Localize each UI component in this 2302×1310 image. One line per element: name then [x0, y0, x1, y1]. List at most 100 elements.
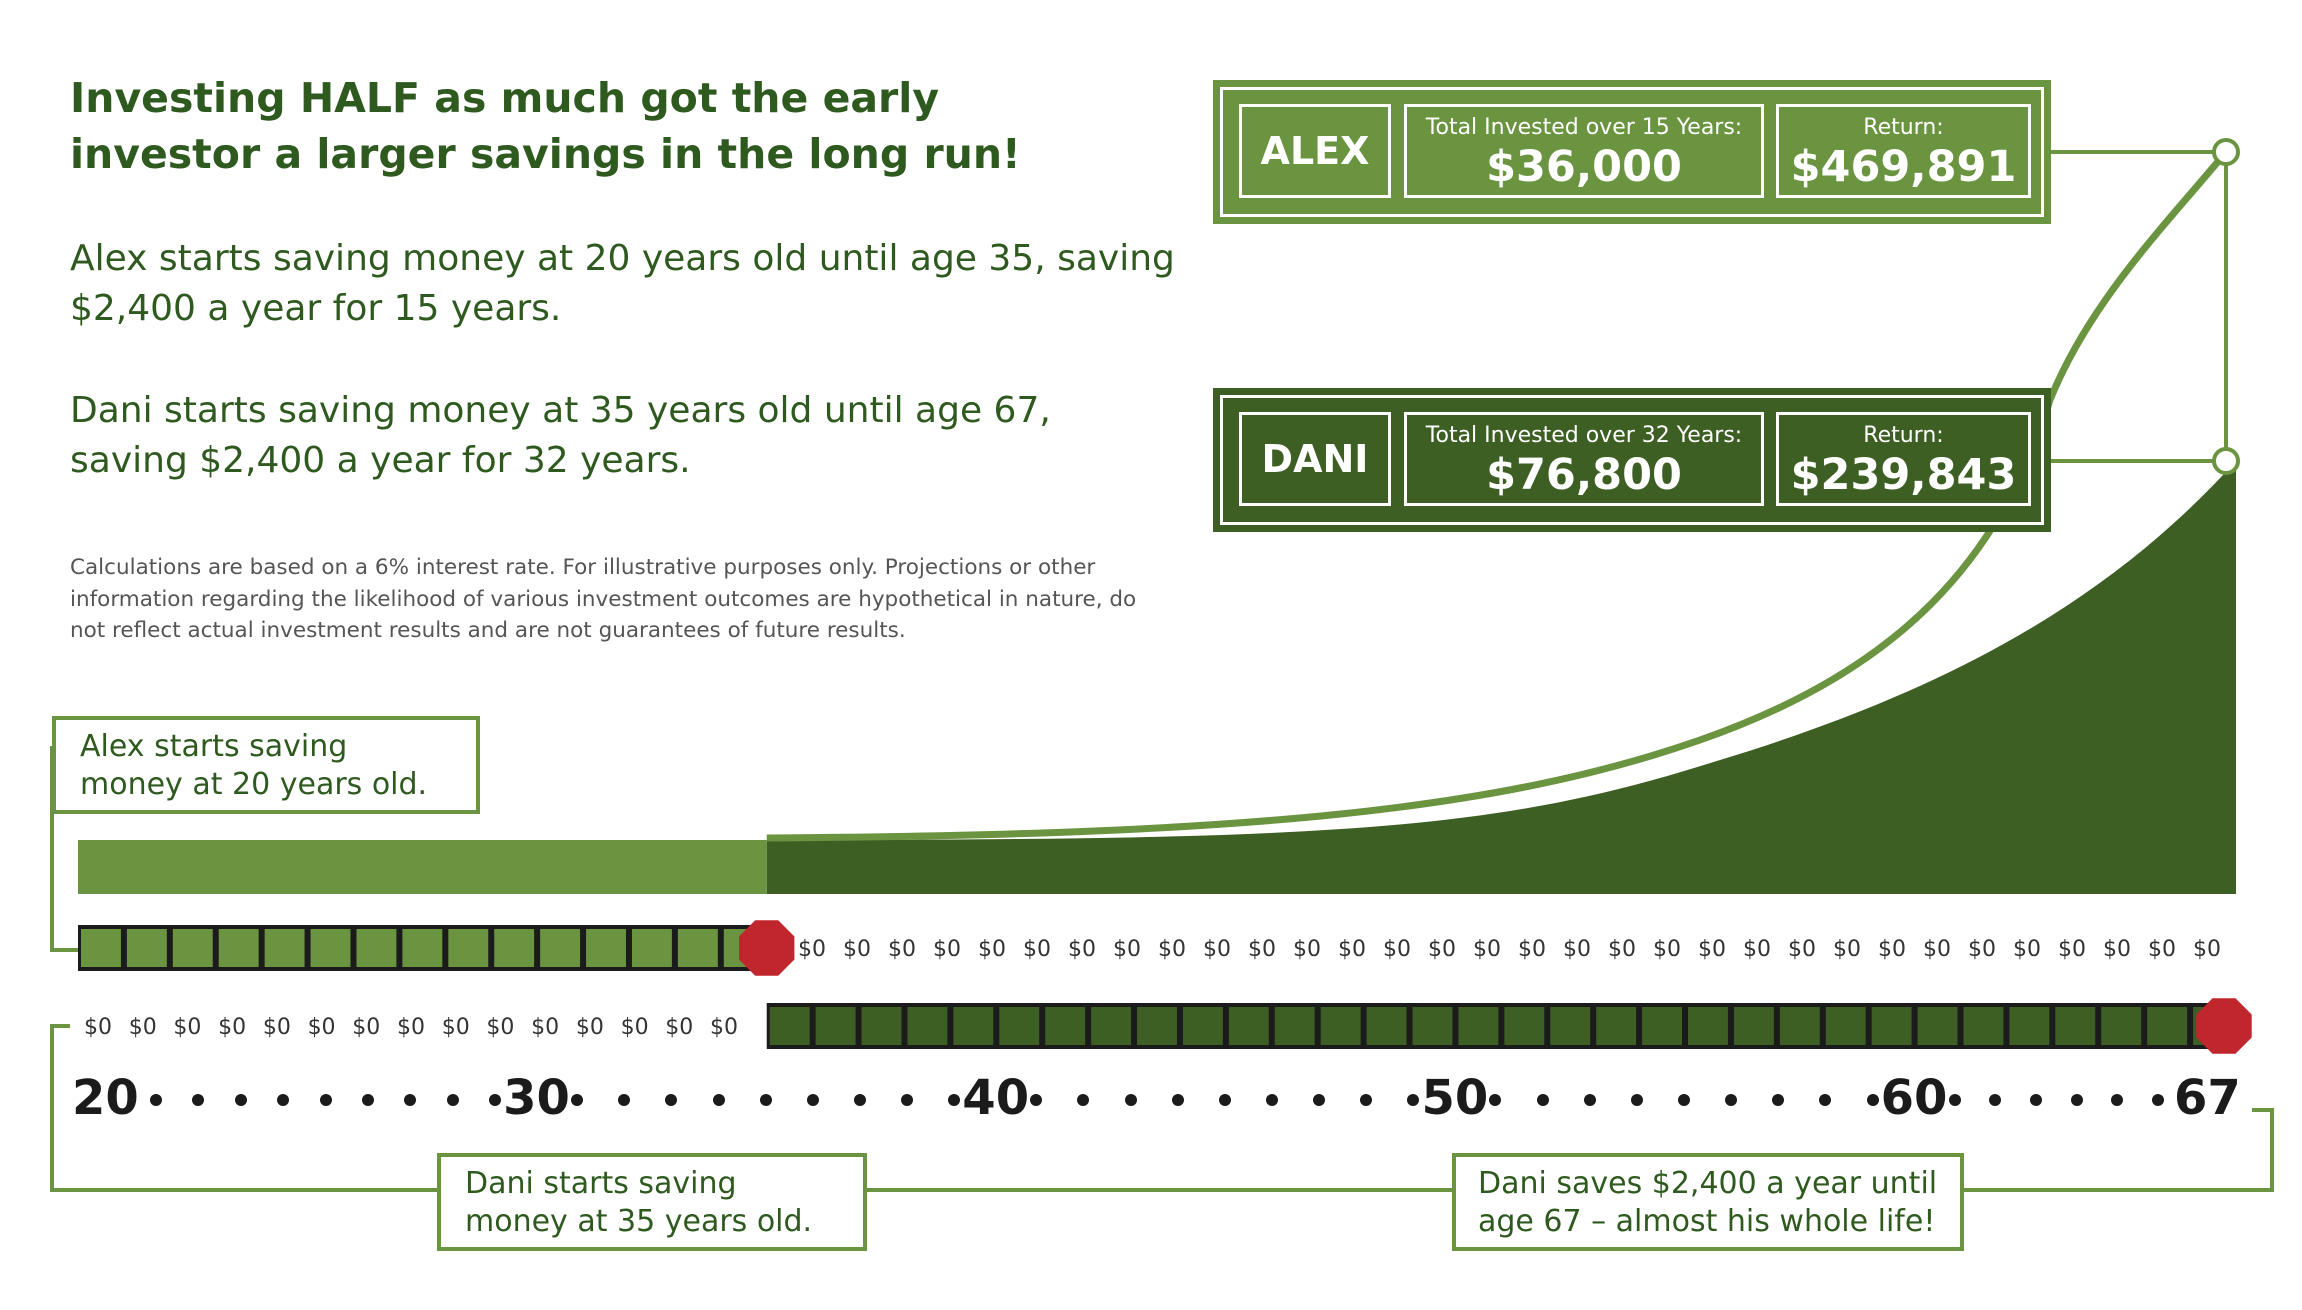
- dani-year-block: [1733, 1007, 1774, 1045]
- age-tick-dot: [1948, 1094, 1961, 1106]
- dani-year-block: [1504, 1007, 1545, 1045]
- alex-year-block: [172, 929, 213, 967]
- alex-zero-label: $0: [798, 937, 826, 962]
- age-tick-dot: [1725, 1094, 1738, 1106]
- age-tick-dot: [150, 1094, 162, 1106]
- dani-year-block: [1550, 1007, 1591, 1045]
- alex-zero-label: $0: [1743, 937, 1771, 962]
- alex-invested-box: Total Invested over 15 Years: $36,000: [1404, 104, 1764, 198]
- age-tick-dot: [446, 1094, 459, 1106]
- dani-card: DANI Total Invested over 32 Years: $76,8…: [1213, 388, 2051, 532]
- alex-year-block: [81, 929, 121, 967]
- age-tick-dot: [1218, 1094, 1231, 1106]
- age-tick-dot: [192, 1094, 205, 1106]
- dani-invested-label: Total Invested over 32 Years:: [1425, 423, 1743, 448]
- alex-year-block: [310, 929, 351, 967]
- dani-year-block: [1274, 1007, 1315, 1045]
- alex-year-block: [586, 929, 626, 967]
- dani-year-block: [1412, 1007, 1453, 1045]
- dani-year-block: [2009, 1007, 2050, 1045]
- alex-zero-label: $0: [1473, 937, 1501, 962]
- alex-zero-label: $0: [843, 937, 871, 962]
- alex-zero-label: $0: [1428, 937, 1456, 962]
- dani-year-block: [907, 1007, 948, 1045]
- alex-zero-label: $0: [1383, 937, 1411, 962]
- alex-zero-label: $0: [2193, 937, 2221, 962]
- alex-year-block: [631, 929, 672, 967]
- alex-year-block: [540, 929, 581, 967]
- age-label-30: 30: [503, 1070, 570, 1126]
- dani-return-box: Return: $239,843: [1776, 412, 2031, 506]
- age-tick-dot: [2070, 1094, 2083, 1106]
- dani-year-block: [1137, 1007, 1177, 1045]
- dani-zero-label: $0: [84, 1015, 112, 1040]
- dani-year-block: [999, 1007, 1040, 1045]
- alex-invested-label: Total Invested over 15 Years:: [1425, 115, 1743, 140]
- age-tick-dot: [712, 1094, 725, 1106]
- age-tick-dot: [1171, 1094, 1184, 1106]
- age-tick-dot: [854, 1094, 866, 1106]
- dani-year-block: [769, 1007, 810, 1045]
- dani-zero-label: $0: [352, 1015, 381, 1040]
- dani-zero-label: $0: [486, 1015, 515, 1040]
- disclaimer: Calculations are based on a 6% interest …: [70, 555, 1137, 643]
- dani-zero-label: $0: [218, 1015, 247, 1040]
- dani-zero-label: $0: [307, 1015, 336, 1040]
- alex-zero-label: $0: [1878, 937, 1906, 962]
- alex-year-block: [448, 929, 489, 967]
- dani-year-block: [1688, 1007, 1728, 1045]
- alex-zero-label: $0: [1203, 937, 1231, 962]
- alex-year-block: [677, 929, 718, 967]
- age-label-67: 67: [2174, 1070, 2241, 1126]
- age-tick-dot: [571, 1094, 584, 1106]
- dani-return-value: $239,843: [1790, 450, 2017, 500]
- alex-start-callout: Alex starts saving money at 20 years old…: [52, 716, 480, 814]
- alex-zero-label: $0: [2103, 937, 2131, 962]
- age-tick-dot: [1772, 1094, 1785, 1106]
- alex-zero-label: $0: [1293, 937, 1321, 962]
- alex-zero-label: $0: [1563, 937, 1591, 962]
- age-tick-dot: [1030, 1094, 1043, 1106]
- dani-zero-label: $0: [665, 1015, 694, 1040]
- age-tick-dot: [1583, 1094, 1596, 1106]
- alex-zero-label: $0: [978, 937, 1006, 962]
- dani-year-block: [1091, 1007, 1132, 1045]
- alex-zero-label: $0: [1068, 937, 1096, 962]
- alex-zero-label: $0: [888, 937, 916, 962]
- age-tick-dot: [1360, 1094, 1373, 1106]
- dani-zero-label: $0: [710, 1015, 738, 1040]
- alex-zero-label: $0: [2013, 937, 2041, 962]
- alex-zero-label: $0: [1023, 937, 1051, 962]
- dani-stop-marker: [2196, 998, 2252, 1054]
- age-tick-dot: [1266, 1094, 1279, 1106]
- alex-year-block: [402, 929, 443, 967]
- age-tick-dot: [1313, 1094, 1326, 1106]
- age-tick-dot: [1678, 1094, 1691, 1106]
- alex-name: ALEX: [1239, 104, 1391, 198]
- alex-zero-label: $0: [1518, 937, 1546, 962]
- dani-start-callout: Dani starts saving money at 35 years old…: [437, 1153, 867, 1251]
- age-label-40: 40: [962, 1070, 1030, 1126]
- dani-zero-label: $0: [173, 1015, 202, 1040]
- age-tick-dot: [404, 1094, 417, 1106]
- dani-invested-box: Total Invested over 32 Years: $76,800: [1404, 412, 1764, 506]
- dani-invested-value: $76,800: [1486, 450, 1682, 500]
- dani-year-block: [1963, 1007, 2004, 1045]
- alex-description: Alex starts saving money at 20 years old…: [70, 238, 1175, 329]
- age-tick-dot: [319, 1094, 332, 1106]
- age-tick-dot: [1630, 1094, 1643, 1106]
- age-tick-dot: [2111, 1094, 2124, 1106]
- age-tick-dot: [665, 1094, 678, 1106]
- alex-year-block: [356, 929, 397, 967]
- dani-year-block: [2101, 1007, 2142, 1045]
- alex-year-block: [126, 929, 167, 967]
- dani-year-block: [1917, 1007, 1958, 1045]
- dani-end-callout: Dani saves $2,400 a year until age 67 – …: [1452, 1153, 1964, 1251]
- alex-contribution-blocks: [78, 925, 767, 971]
- alex-year-block: [264, 929, 305, 967]
- alex-zero-label: $0: [1248, 937, 1276, 962]
- alex-growth-curve: [766, 149, 2229, 842]
- connector-lines: [50, 150, 2274, 1192]
